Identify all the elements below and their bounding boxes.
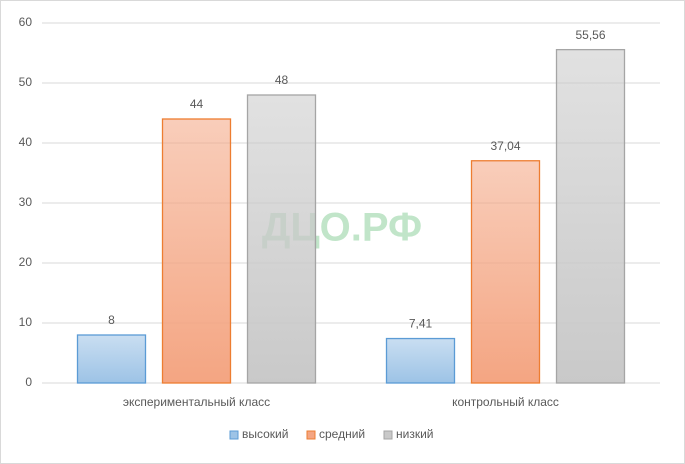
y-tick-label: 20 xyxy=(19,255,33,269)
y-tick-label: 60 xyxy=(19,15,33,29)
x-tick-label: экспериментальный класс xyxy=(123,395,270,409)
y-tick-label: 30 xyxy=(19,195,33,209)
x-tick-label: контрольный класс xyxy=(452,395,559,409)
bar xyxy=(161,118,232,384)
y-tick-label: 40 xyxy=(19,135,33,149)
bar xyxy=(385,337,456,384)
legend-swatch xyxy=(306,430,316,440)
bar xyxy=(470,160,541,384)
value-label: 55,56 xyxy=(575,28,605,42)
y-tick-label: 0 xyxy=(25,375,32,389)
bar xyxy=(76,334,147,384)
value-label: 48 xyxy=(275,73,289,87)
y-tick-label: 50 xyxy=(19,75,33,89)
bar xyxy=(246,94,317,384)
value-label: 44 xyxy=(190,97,204,111)
legend-label: высокий xyxy=(242,427,288,441)
legend-swatch xyxy=(383,430,393,440)
y-tick-label: 10 xyxy=(19,315,33,329)
value-label: 7,41 xyxy=(409,317,433,331)
legend-label: низкий xyxy=(396,427,434,441)
legend-label: средний xyxy=(319,427,365,441)
value-label: 8 xyxy=(108,313,115,327)
legend-swatch xyxy=(229,430,239,440)
value-label: 37,04 xyxy=(490,139,520,153)
bar xyxy=(555,48,626,384)
